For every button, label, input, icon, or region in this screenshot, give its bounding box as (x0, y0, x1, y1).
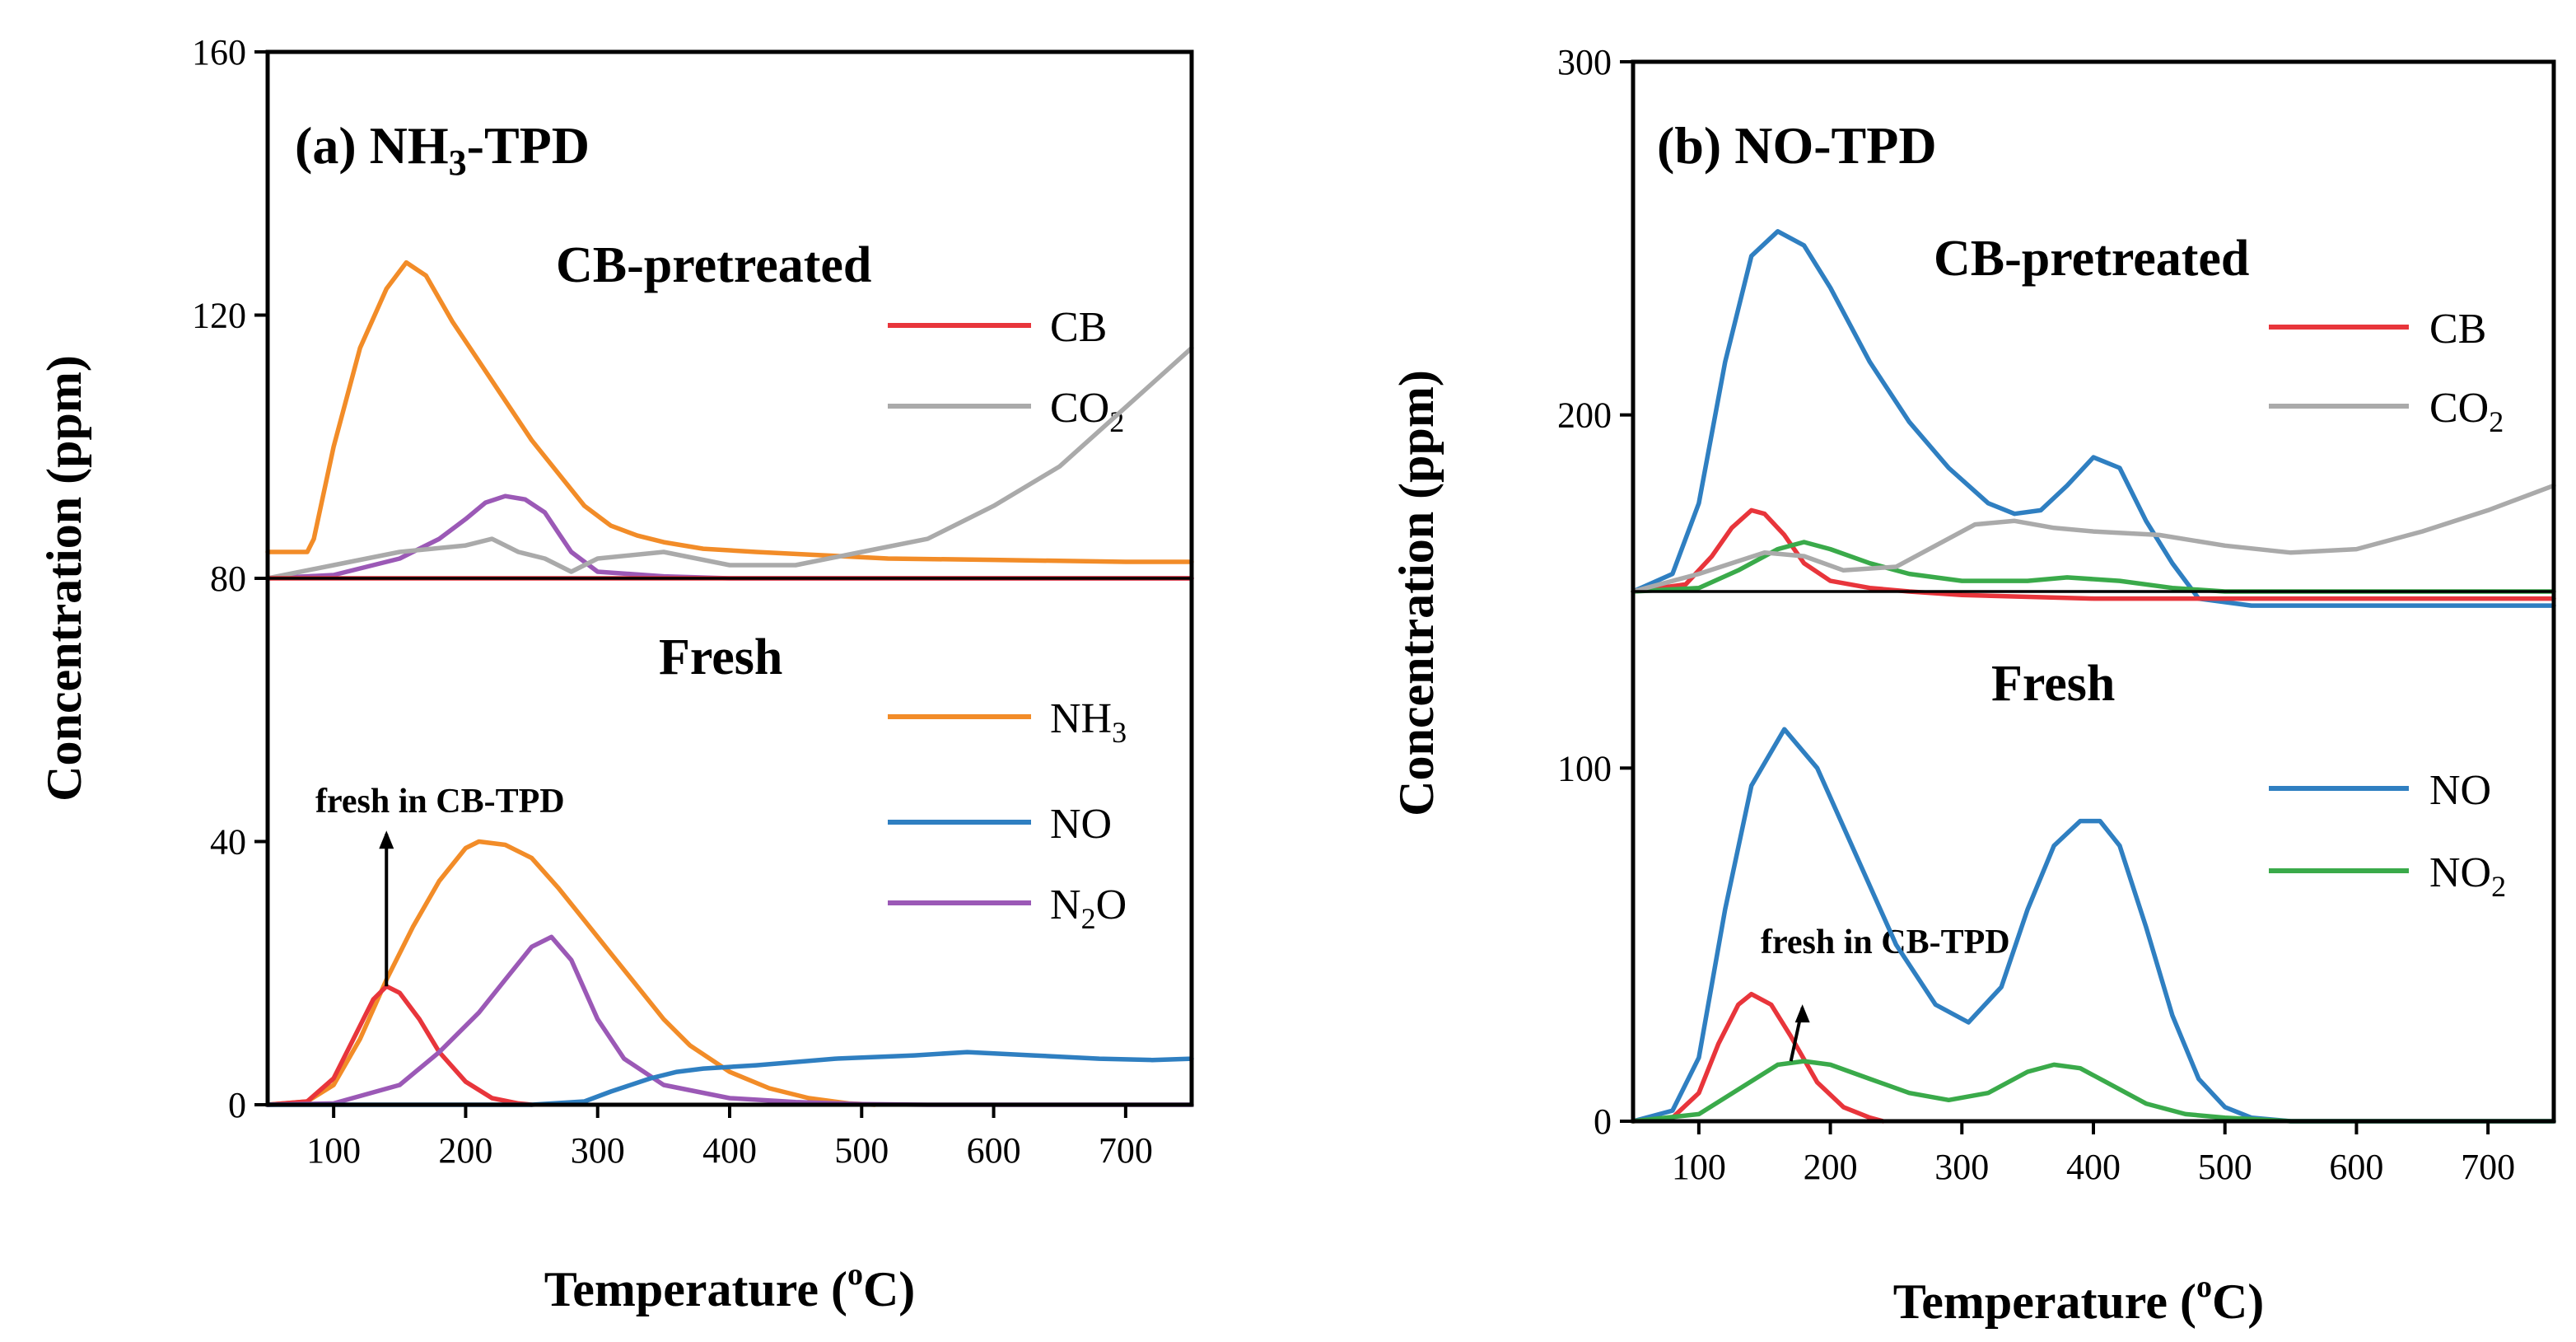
panel-a-x-tick-label: 400 (702, 1130, 757, 1171)
panel-b-y-tick-label: 100 (1557, 748, 1612, 788)
panel-b-no-tpd-chart: Concentration (ppm) Temperature (oC) (b)… (1389, 42, 2556, 1329)
panel-a-x-axis-title: Temperature (oC) (544, 1257, 916, 1316)
panel-b-legend-label-cb: CB (2429, 306, 2486, 353)
panel-b-x-tick-label: 300 (1934, 1147, 1989, 1187)
panel-a-nh3-tpd-chart: Concentration (ppm) Temperature (oC) (a)… (37, 32, 1194, 1316)
panel-b-y-tick-label: 300 (1557, 42, 1612, 82)
panel-b-group-label-cb-pretreated: CB-pretreated (1934, 231, 2249, 287)
panel-b-x-tick-label: 500 (2198, 1147, 2252, 1187)
panel-a-annotation-label: fresh in CB-TPD (315, 783, 565, 821)
panel-a-y-tick-label: 80 (210, 559, 246, 599)
panel-a-x-tick-label: 600 (967, 1130, 1021, 1171)
panel-a-x-tick-label: 300 (571, 1130, 625, 1171)
panel-a-title: (a) NH3-TPD (295, 116, 590, 183)
panel-a-x-tick-label: 500 (834, 1130, 889, 1171)
panel-a-annotation-arrow-head (379, 830, 394, 849)
panel-a-group-label-cb-pretreated: CB-pretreated (556, 237, 871, 293)
panel-b-y-tick-label: 0 (1594, 1101, 1612, 1142)
panel-b-x-tick-label: 600 (2329, 1147, 2383, 1187)
panel-a-legend-label-co2: CO2 (1050, 385, 1124, 438)
panel-b-series-co2-cb-pretreated (1631, 483, 2556, 594)
panel-b-x-axis-title: Temperature (oC) (1893, 1270, 2265, 1329)
panel-b-x-tick-label: 400 (2066, 1147, 2121, 1187)
panel-b-legend-label-no: NO (2429, 767, 2491, 814)
panel-a-series-no-fresh (265, 1050, 1194, 1107)
panel-a-group-label-fresh: Fresh (659, 629, 782, 685)
panel-a-legend-label-n2o: N2O (1050, 881, 1127, 935)
panel-a-legend-label-cb: CB (1050, 304, 1107, 351)
panel-a-x-tick-label: 700 (1099, 1130, 1153, 1171)
panel-a-y-axis-title: Concentration (ppm) (37, 355, 91, 802)
panel-b-title: (b) NO-TPD (1657, 116, 1937, 175)
panel-b-annotation-arrow-head (1794, 1004, 1810, 1023)
panel-b-series-cb-cb-pretreated (1631, 507, 2556, 601)
panel-b-annotation-label: fresh in CB-TPD (1761, 924, 2010, 961)
panel-b-legend: CB CO2 NO NO2 (2269, 306, 2506, 903)
panel-a-series-n2o-fresh (265, 934, 1194, 1107)
panel-b-group-label-fresh: Fresh (1991, 656, 2115, 712)
panel-a-series-nh3-fresh (265, 839, 878, 1107)
panel-a-y-tick-label: 120 (192, 296, 246, 336)
panel-a-y-tick-label: 160 (192, 32, 246, 72)
panel-b-x-tick-label: 200 (1804, 1147, 1858, 1187)
panel-b-y-tick-label: 200 (1557, 395, 1612, 436)
panel-b-series-no2-fresh (1631, 1059, 2556, 1124)
panel-b-x-tick-label: 700 (2461, 1147, 2515, 1187)
panel-b-legend-label-co2: CO2 (2429, 385, 2504, 438)
panel-b-series-no-fresh (1631, 727, 2556, 1124)
panel-b-series-no2-cb-pretreated (1631, 540, 2556, 594)
panel-a-y-tick-label: 0 (228, 1085, 246, 1125)
panel-b-series-cb-fresh (1631, 991, 1886, 1124)
panel-b-series-no-cb-pretreated (1631, 229, 2556, 608)
panel-a-legend-label-no: NO (1050, 801, 1112, 848)
panel-a-y-tick-label: 40 (210, 822, 246, 863)
panel-a-series-cb-fresh (265, 984, 534, 1107)
panel-a-legend: CB CO2 NH3 NO N2O (888, 304, 1127, 935)
panel-a-series-co2-cb-pretreated (265, 345, 1194, 581)
panel-b-legend-label-no2: NO2 (2429, 849, 2506, 903)
panel-a-x-tick-label: 100 (306, 1130, 361, 1171)
panel-a-x-tick-label: 200 (438, 1130, 492, 1171)
panel-b-y-axis-title: Concentration (ppm) (1389, 370, 1444, 816)
panel-a-legend-label-nh3: NH3 (1050, 695, 1127, 749)
panel-b-x-tick-label: 100 (1672, 1147, 1726, 1187)
